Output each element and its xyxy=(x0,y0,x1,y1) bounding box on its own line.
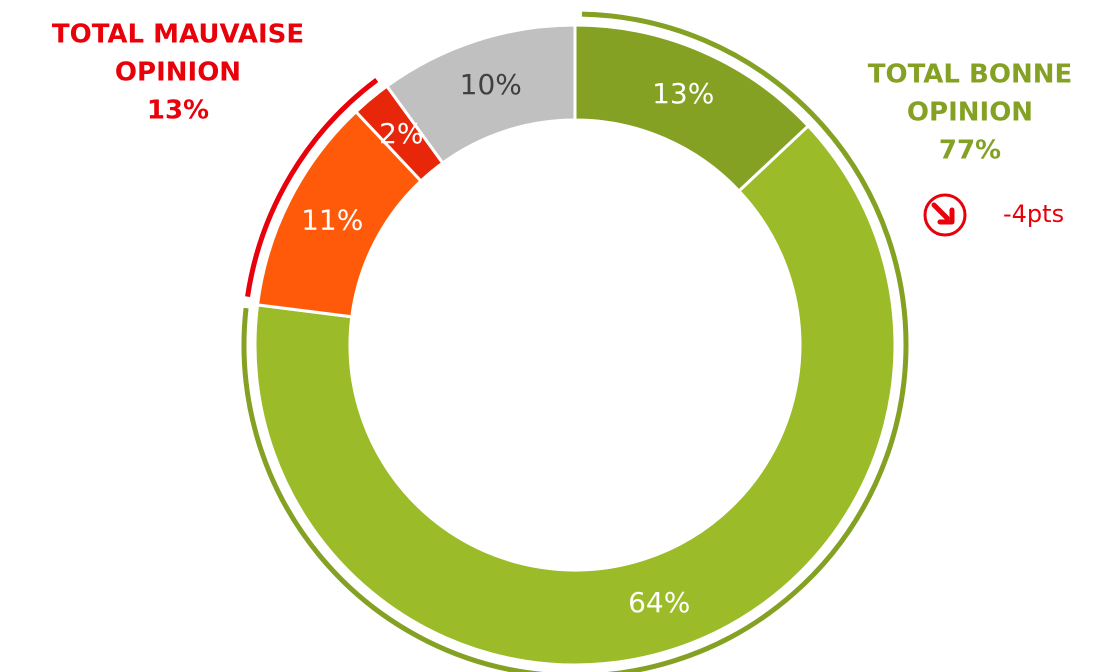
group-arc xyxy=(241,11,909,672)
group-arc xyxy=(245,77,379,298)
group-title: TOTAL BONNE xyxy=(868,60,1073,90)
group-title: TOTAL MAUVAISE xyxy=(52,20,304,50)
data-label: 13% xyxy=(652,77,714,110)
data-label: 2% xyxy=(379,117,423,150)
group-value: 77% xyxy=(939,136,1001,166)
change-annotation: -4pts xyxy=(1003,200,1064,228)
donut-segment xyxy=(384,23,577,166)
data-label: 10% xyxy=(460,68,522,101)
data-label: 11% xyxy=(301,203,363,236)
donut-segment xyxy=(253,123,897,667)
trend-icon xyxy=(923,193,967,237)
group-title: OPINION xyxy=(907,98,1033,128)
data-label: 64% xyxy=(628,586,690,619)
group-value: 13% xyxy=(147,96,209,126)
group-title: OPINION xyxy=(115,58,241,88)
